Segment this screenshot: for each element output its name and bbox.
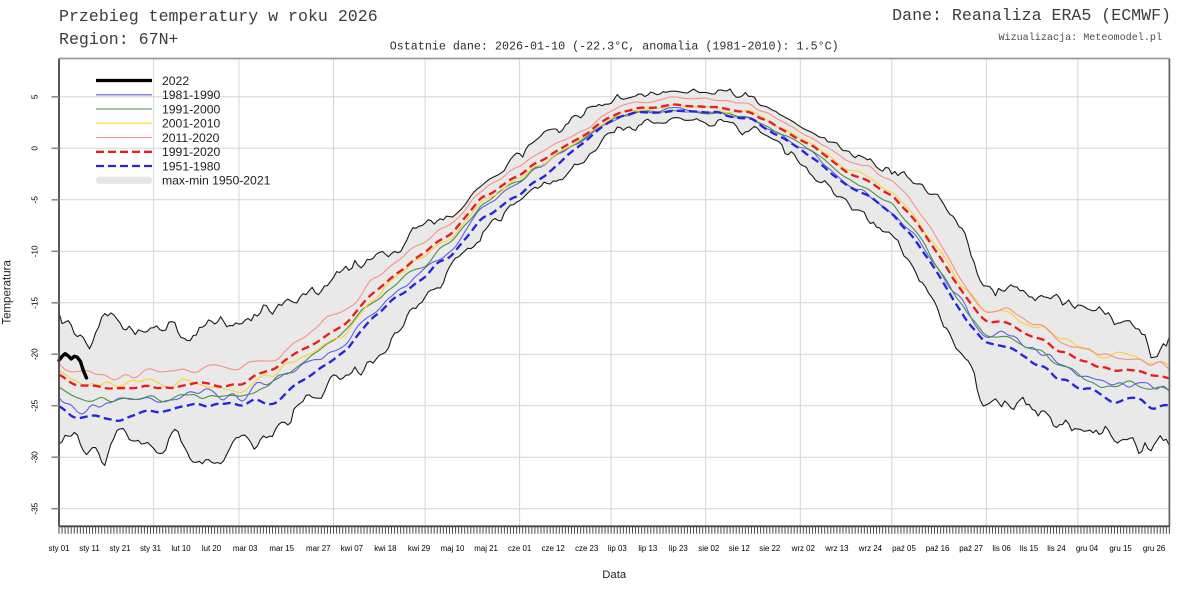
svg-text:lip 03: lip 03 bbox=[608, 544, 627, 553]
svg-text:gru 15: gru 15 bbox=[1109, 544, 1132, 553]
svg-text:maj 21: maj 21 bbox=[474, 544, 498, 553]
svg-text:wrz 13: wrz 13 bbox=[824, 544, 849, 553]
svg-text:lis 24: lis 24 bbox=[1047, 544, 1066, 553]
svg-text:paź 05: paź 05 bbox=[892, 544, 916, 553]
svg-text:2001-2010: 2001-2010 bbox=[162, 117, 221, 131]
svg-text:kwi 18: kwi 18 bbox=[374, 544, 397, 553]
svg-text:sty 31: sty 31 bbox=[140, 544, 161, 553]
svg-text:mar 03: mar 03 bbox=[233, 544, 258, 553]
svg-text:-25: -25 bbox=[31, 399, 40, 411]
svg-text:wrz 24: wrz 24 bbox=[858, 544, 883, 553]
svg-text:paź 16: paź 16 bbox=[926, 544, 950, 553]
svg-text:cze 23: cze 23 bbox=[575, 544, 599, 553]
svg-text:cze 12: cze 12 bbox=[542, 544, 565, 553]
svg-text:-20: -20 bbox=[31, 348, 40, 360]
svg-text:lis 15: lis 15 bbox=[1020, 544, 1039, 553]
svg-text:1981-1990: 1981-1990 bbox=[162, 88, 221, 102]
svg-text:-10: -10 bbox=[31, 245, 40, 257]
svg-text:0: 0 bbox=[31, 146, 40, 151]
svg-text:Dane: Reanaliza ERA5 (ECMWF): Dane: Reanaliza ERA5 (ECMWF) bbox=[892, 6, 1171, 25]
svg-text:kwi 07: kwi 07 bbox=[341, 544, 363, 553]
svg-text:1991-2000: 1991-2000 bbox=[162, 102, 221, 116]
svg-text:-5: -5 bbox=[31, 196, 40, 204]
svg-text:Przebieg temperatury w roku 20: Przebieg temperatury w roku 2026 bbox=[59, 7, 378, 26]
svg-text:sie 22: sie 22 bbox=[759, 544, 780, 553]
svg-text:gru 26: gru 26 bbox=[1143, 544, 1166, 553]
svg-text:maj 10: maj 10 bbox=[441, 544, 465, 553]
svg-text:-15: -15 bbox=[31, 296, 40, 308]
svg-text:sie 12: sie 12 bbox=[729, 544, 750, 553]
svg-text:mar 27: mar 27 bbox=[306, 544, 331, 553]
svg-text:1951-1980: 1951-1980 bbox=[162, 159, 221, 173]
svg-text:paź 27: paź 27 bbox=[959, 544, 983, 553]
svg-text:Ostatnie dane: 2026-01-10 (-22: Ostatnie dane: 2026-01-10 (-22.3°C, anom… bbox=[390, 40, 839, 54]
svg-text:mar 15: mar 15 bbox=[269, 544, 294, 553]
svg-text:kwi 29: kwi 29 bbox=[408, 544, 431, 553]
svg-text:sty 21: sty 21 bbox=[109, 544, 130, 553]
svg-text:sty 11: sty 11 bbox=[79, 544, 99, 553]
svg-text:-30: -30 bbox=[31, 451, 40, 463]
svg-text:sty 01: sty 01 bbox=[48, 544, 69, 553]
svg-text:lut 20: lut 20 bbox=[202, 544, 222, 553]
svg-text:gru 04: gru 04 bbox=[1076, 544, 1099, 553]
svg-text:lip 23: lip 23 bbox=[669, 544, 688, 553]
svg-text:lut 10: lut 10 bbox=[171, 544, 191, 553]
svg-text:cze 01: cze 01 bbox=[508, 544, 531, 553]
svg-text:2022: 2022 bbox=[162, 74, 189, 88]
svg-text:1991-2020: 1991-2020 bbox=[162, 145, 221, 159]
svg-text:wrz 02: wrz 02 bbox=[791, 544, 815, 553]
svg-text:Temperatura: Temperatura bbox=[2, 260, 14, 325]
svg-text:max-min 1950-2021: max-min 1950-2021 bbox=[162, 174, 271, 188]
svg-text:Region: 67N+: Region: 67N+ bbox=[59, 30, 179, 49]
svg-text:Wizualizacja: Meteomodel.pl: Wizualizacja: Meteomodel.pl bbox=[998, 32, 1162, 44]
svg-text:lip 13: lip 13 bbox=[638, 544, 657, 553]
svg-text:-35: -35 bbox=[31, 502, 40, 514]
svg-text:5: 5 bbox=[31, 94, 40, 99]
svg-text:lis 06: lis 06 bbox=[992, 544, 1011, 553]
svg-text:Data: Data bbox=[602, 569, 627, 581]
svg-text:sie 02: sie 02 bbox=[698, 544, 719, 553]
svg-text:2011-2020: 2011-2020 bbox=[162, 131, 220, 145]
